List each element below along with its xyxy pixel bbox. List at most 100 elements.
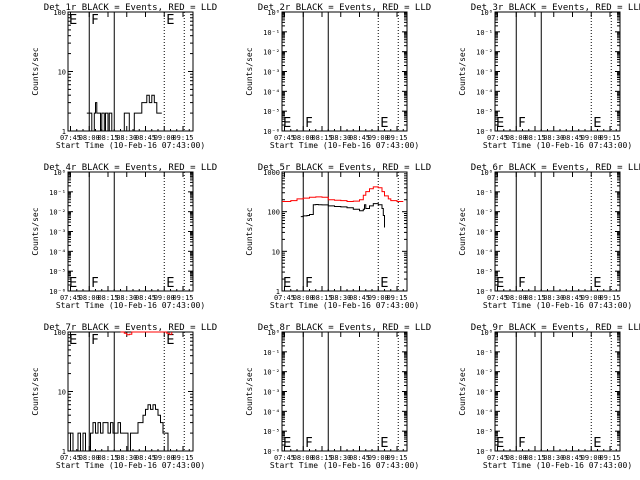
events-series-line: [300, 203, 385, 228]
x-tick-label: 07:45: [274, 294, 295, 302]
y-tick-label: 10⁻²: [49, 209, 66, 217]
y-tick-label: 10⁻³: [263, 69, 280, 77]
y-tick-label: 10: [272, 248, 280, 256]
marker-letter-e: E: [69, 13, 77, 28]
y-tick-label: 100: [53, 9, 66, 17]
y-tick-label: 10⁻⁴: [476, 88, 493, 96]
x-tick-label: 09:00: [368, 294, 389, 302]
x-tick-label: 08:45: [562, 454, 583, 462]
marker-letter-e: E: [496, 436, 504, 451]
y-axis-label: Counts/sec: [458, 367, 467, 415]
x-tick-label: 08:45: [135, 294, 156, 302]
x-tick-label: 09:00: [368, 454, 389, 462]
marker-letter-e: E: [593, 436, 601, 451]
x-tick-label: 09:00: [581, 454, 602, 462]
x-tick-label: 08:45: [562, 294, 583, 302]
y-tick-label: 10: [58, 389, 66, 397]
y-tick-label: 10⁻⁶: [263, 128, 280, 136]
plot-frame: [281, 11, 408, 132]
y-tick-label: 10⁻⁶: [263, 448, 280, 456]
x-tick-label: 09:15: [386, 134, 407, 142]
lld-series-line: [120, 331, 173, 336]
chart-panel-1: Det 1r BLACK = Events, RED = LLD 1 10 100 07…: [31, 3, 217, 150]
y-tick-label: 10⁻⁵: [263, 428, 280, 436]
x-tick-label: 08:30: [116, 454, 137, 462]
y-tick-label: 10⁻⁴: [263, 88, 280, 96]
y-tick-label: 10⁻¹: [476, 349, 493, 357]
marker-letter-e: E: [166, 276, 174, 291]
y-tick-label: 10⁻¹: [49, 189, 66, 197]
chart-title: Det 9r BLACK = Events, RED = LLD: [471, 323, 640, 333]
x-tick-label: 09:00: [154, 134, 175, 142]
marker-letter-e: E: [380, 436, 388, 451]
plot-frame: [281, 171, 408, 292]
chart-title: Det 7r BLACK = Events, RED = LLD: [44, 323, 217, 333]
marker-letter-e: E: [283, 116, 291, 131]
plot-frame: [281, 331, 408, 452]
y-axis-label: Counts/sec: [245, 367, 254, 415]
y-tick-label: 10⁰: [480, 169, 493, 177]
marker-letter-f: F: [305, 436, 312, 451]
x-tick-label: 09:00: [154, 454, 175, 462]
y-tick-label: 10⁻⁶: [49, 288, 66, 296]
x-tick-label: 08:30: [116, 294, 137, 302]
x-tick-label: 08:00: [506, 454, 527, 462]
x-axis-label: Start Time (10-Feb-16 07:43:00): [270, 461, 419, 470]
x-tick-label: 07:45: [60, 454, 81, 462]
y-tick-label: 1000: [263, 169, 280, 177]
y-tick-label: 10⁻⁵: [49, 268, 66, 276]
y-tick-label: 10⁻⁴: [49, 248, 66, 256]
y-tick-label: 10⁻¹: [476, 29, 493, 37]
x-tick-label: 08:45: [349, 134, 370, 142]
x-tick-label: 08:15: [524, 134, 545, 142]
marker-letter-f: F: [305, 276, 312, 291]
chart-title: Det 2r BLACK = Events, RED = LLD: [258, 3, 431, 13]
x-tick-label: 08:30: [330, 294, 351, 302]
marker-letter-f: F: [518, 116, 525, 131]
y-axis-label: Counts/sec: [245, 47, 254, 95]
x-tick-label: 08:30: [330, 134, 351, 142]
y-tick-label: 10⁰: [267, 9, 280, 17]
y-axis-label: Counts/sec: [31, 207, 40, 255]
marker-letter-e: E: [166, 13, 174, 28]
y-axis-label: Counts/sec: [31, 47, 40, 95]
x-tick-label: 09:00: [368, 134, 389, 142]
marker-letter-f: F: [518, 436, 525, 451]
x-tick-label: 07:45: [274, 134, 295, 142]
x-tick-label: 08:45: [562, 134, 583, 142]
x-tick-label: 08:00: [79, 294, 100, 302]
x-tick-label: 08:15: [524, 294, 545, 302]
marker-letter-e: E: [283, 436, 291, 451]
chart-panel-4: Det 4r BLACK = Events, RED = LLD 10⁻⁶ 10⁻⁵…: [31, 163, 217, 310]
y-tick-label: 10⁻⁶: [476, 288, 493, 296]
y-tick-label: 1: [276, 288, 280, 296]
x-tick-label: 09:15: [599, 134, 620, 142]
y-tick-label: 10⁻⁵: [476, 108, 493, 116]
x-tick-label: 07:45: [487, 294, 508, 302]
y-tick-label: 10⁻³: [476, 69, 493, 77]
y-tick-label: 10⁻²: [476, 209, 493, 217]
x-axis-label: Start Time (10-Feb-16 07:43:00): [56, 461, 205, 470]
chart-title: Det 3r BLACK = Events, RED = LLD: [471, 3, 640, 13]
chart-panel-3: Det 3r BLACK = Events, RED = LLD 10⁻⁶ 10⁻⁵…: [458, 3, 640, 150]
plot-frame: [67, 11, 194, 132]
plot-frame: [494, 331, 621, 452]
y-tick-label: 10⁻³: [49, 229, 66, 237]
chart-title: Det 5r BLACK = Events, RED = LLD: [258, 163, 431, 173]
y-tick-label: 10⁻²: [263, 369, 280, 377]
marker-letter-f: F: [91, 333, 98, 348]
chart-title: Det 8r BLACK = Events, RED = LLD: [258, 323, 431, 333]
chart-panel-6: Det 6r BLACK = Events, RED = LLD 10⁻⁶ 10⁻⁵…: [458, 163, 640, 310]
x-tick-label: 09:15: [172, 294, 193, 302]
y-tick-label: 10⁻¹: [263, 29, 280, 37]
x-tick-label: 09:15: [386, 294, 407, 302]
x-tick-label: 07:45: [60, 294, 81, 302]
y-tick-label: 10⁻⁵: [476, 428, 493, 436]
events-series-line: [68, 404, 171, 452]
marker-letter-e: E: [69, 333, 77, 348]
chart-panel-8: Det 8r BLACK = Events, RED = LLD 10⁻⁶ 10⁻⁵…: [245, 323, 431, 470]
chart-title: Det 6r BLACK = Events, RED = LLD: [471, 163, 640, 173]
y-tick-label: 10⁰: [480, 329, 493, 337]
y-tick-label: 100: [53, 329, 66, 337]
